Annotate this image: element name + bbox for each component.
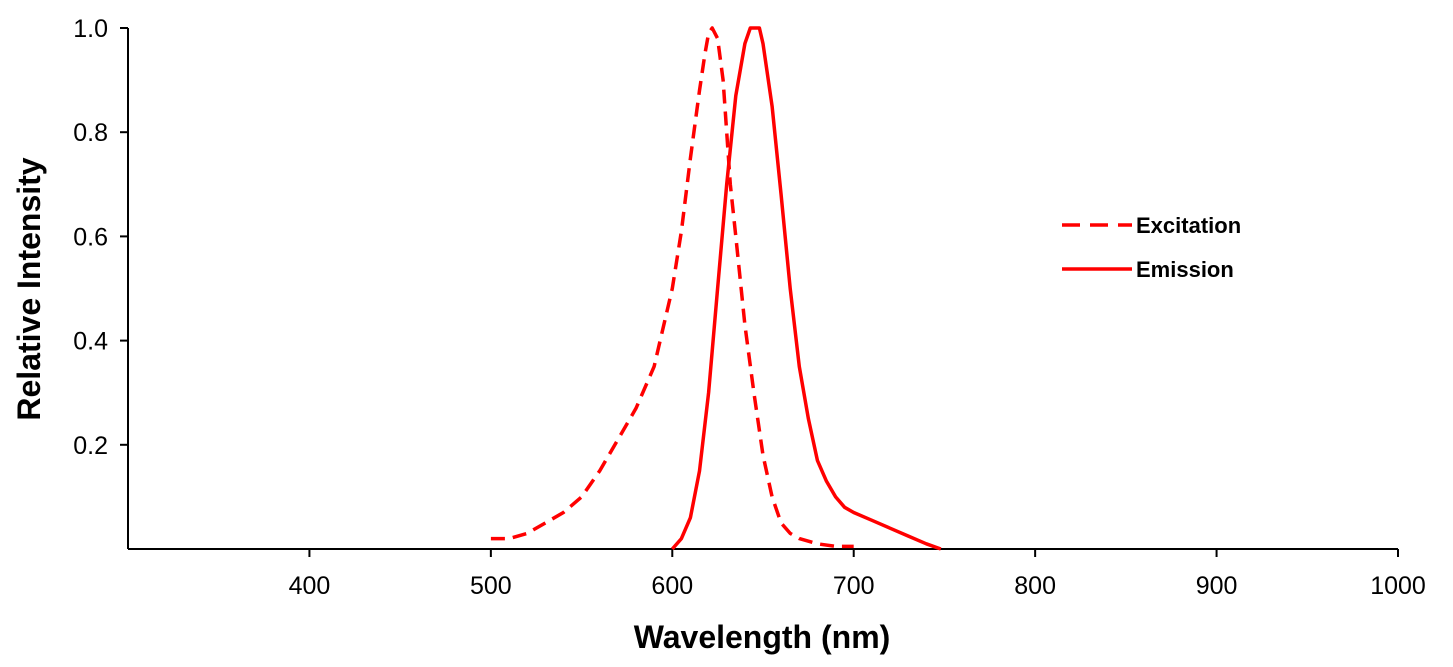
legend-label-excitation: Excitation <box>1136 213 1241 238</box>
y-axis-title: Relative Intensity <box>11 157 47 420</box>
y-tick-label: 0.8 <box>73 119 108 147</box>
x-axis-title: Wavelength (nm) <box>634 619 891 655</box>
y-tick-label: 0.4 <box>73 328 108 356</box>
series-line-excitation <box>490 26 854 549</box>
y-tick-label: 1.0 <box>73 15 108 43</box>
y-tick-label: 0.2 <box>73 432 108 460</box>
x-tick-label: 600 <box>651 572 693 600</box>
legend: Excitation Emission <box>1062 213 1241 282</box>
x-tick-label: 500 <box>470 572 512 600</box>
axes: 400 500 600 700 800 900 1000 0.2 0.4 0.6 0.8 1.0 <box>73 15 1426 600</box>
x-tick-label: 700 <box>833 572 875 600</box>
y-tick-label: 0.6 <box>73 223 108 251</box>
x-tick-label: 1000 <box>1370 572 1426 600</box>
series-line-emission <box>670 26 942 551</box>
legend-label-emission: Emission <box>1136 257 1234 282</box>
x-tick-label: 800 <box>1014 572 1056 600</box>
x-tick-label: 400 <box>289 572 331 600</box>
x-tick-label: 900 <box>1196 572 1238 600</box>
series-layer <box>490 26 942 551</box>
